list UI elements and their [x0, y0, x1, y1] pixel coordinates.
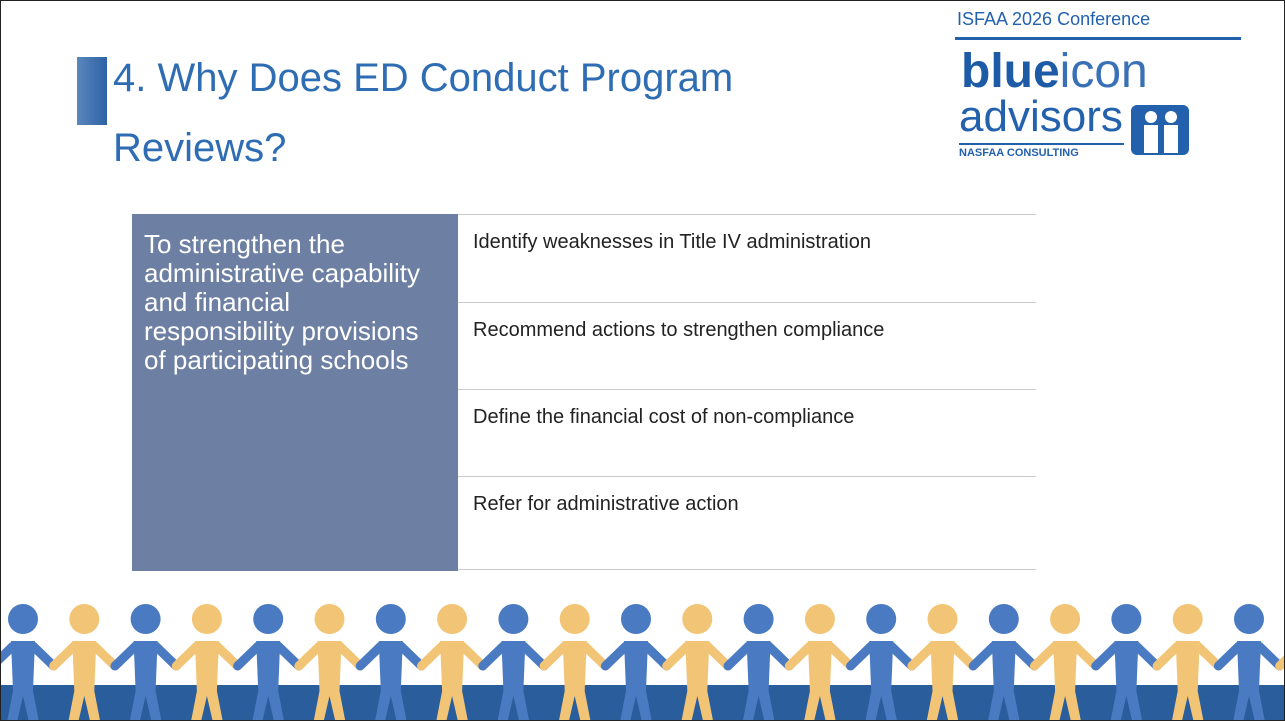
person-part	[8, 604, 38, 634]
icon-body	[1164, 125, 1178, 153]
logo-tagline: NASFAA CONSULTING	[959, 147, 1079, 159]
person-part	[804, 641, 836, 720]
person-part	[416, 641, 488, 671]
accent-square	[77, 57, 107, 125]
person-part	[1152, 641, 1223, 671]
person-part	[375, 641, 407, 720]
icon-head	[1145, 111, 1157, 123]
table-row: Identify weaknesses in Title IV administ…	[458, 214, 1036, 302]
person-part	[171, 641, 243, 671]
icon-box	[1131, 105, 1189, 155]
person-part	[559, 641, 591, 720]
person-part	[621, 604, 651, 634]
table-row: Define the financial cost of non-complia…	[458, 389, 1036, 476]
logo-light: icon	[1059, 45, 1148, 98]
person-part	[988, 604, 1019, 634]
person-part	[682, 604, 713, 634]
person-part	[968, 641, 1039, 671]
table-row: Refer for administrative action	[458, 476, 1036, 569]
person-part	[68, 641, 100, 720]
person-part	[1275, 655, 1284, 671]
person-part	[846, 641, 917, 671]
person-part	[865, 641, 897, 720]
person-part	[375, 604, 406, 634]
person-part	[620, 641, 652, 720]
person-part	[681, 641, 713, 720]
person-part	[252, 641, 284, 720]
person-part	[130, 604, 161, 634]
person-part	[742, 641, 775, 720]
logo-icon	[1131, 105, 1189, 155]
person-part	[1049, 641, 1081, 720]
logo-bold: blue	[961, 45, 1060, 98]
person-part	[437, 604, 468, 634]
person-part	[253, 604, 284, 634]
person-part	[926, 641, 959, 720]
person-part	[314, 604, 345, 634]
person-part	[1172, 604, 1203, 634]
person-part	[497, 641, 530, 720]
person-part	[662, 641, 733, 671]
person-part	[1172, 641, 1204, 720]
person-part	[294, 641, 365, 671]
person-part	[1233, 641, 1265, 720]
person-part	[1110, 641, 1143, 720]
person-part	[191, 604, 222, 634]
person-part	[1234, 604, 1264, 634]
person-part	[110, 641, 181, 671]
table-rule	[458, 569, 1036, 570]
icon-body	[1144, 125, 1158, 153]
person-part	[478, 641, 549, 671]
table-row: Recommend actions to strengthen complian…	[458, 302, 1036, 389]
person-part	[559, 604, 590, 634]
person-part	[723, 641, 794, 671]
person-part	[129, 641, 162, 720]
person-part	[1, 641, 59, 671]
person-part	[1029, 641, 1101, 671]
table-left-cell: To strengthen the administrative capabil…	[132, 214, 458, 571]
person-part	[1213, 641, 1284, 671]
person-part	[1050, 604, 1081, 634]
logo-rule	[959, 143, 1124, 145]
icon-head	[1165, 111, 1177, 123]
person-part	[355, 641, 426, 671]
conference-label: ISFAA 2026 Conference	[957, 9, 1151, 29]
person-part	[436, 641, 468, 720]
person-part	[7, 641, 39, 720]
person-part	[1091, 641, 1162, 671]
person-part	[539, 641, 610, 671]
person-part	[313, 641, 346, 720]
person-part	[498, 604, 529, 634]
person-part	[191, 641, 223, 720]
conference-rule	[955, 37, 1241, 40]
person-part	[233, 641, 304, 671]
slide-title: 4. Why Does ED Conduct Program Reviews?	[113, 56, 734, 170]
person-part	[1111, 604, 1142, 634]
people-chain	[1, 604, 1284, 720]
logo-line2: advisors	[959, 92, 1123, 141]
person-part	[784, 641, 856, 671]
person-part	[743, 604, 774, 634]
person-part	[988, 641, 1020, 720]
logo-brand: blueicon	[961, 47, 1148, 97]
person-part	[600, 641, 672, 671]
person-part	[69, 604, 100, 634]
person-part	[866, 604, 897, 634]
person-part	[49, 641, 120, 671]
person-part	[907, 641, 978, 671]
person-part	[804, 604, 835, 634]
person-part	[927, 604, 958, 634]
